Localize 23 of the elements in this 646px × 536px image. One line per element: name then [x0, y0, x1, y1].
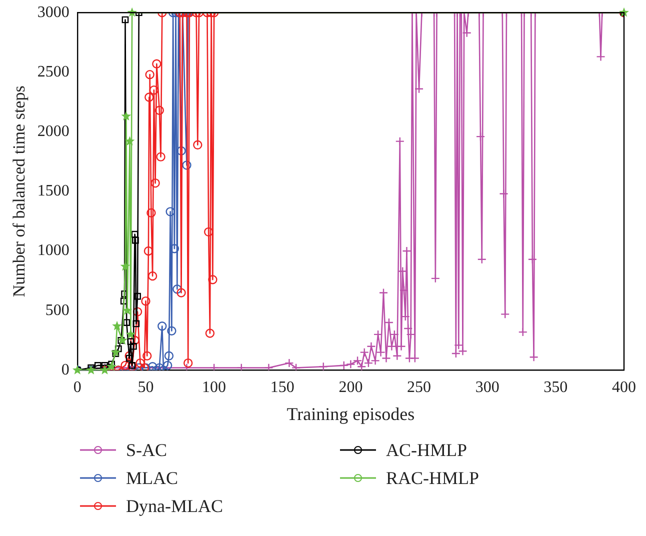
x-tick-label: 50 [138, 379, 154, 396]
x-tick-label: 300 [475, 379, 500, 396]
y-tick-label: 1000 [37, 242, 70, 260]
legend-label: RAC-HMLP [386, 468, 480, 488]
x-tick-label: 350 [544, 379, 568, 396]
x-tick-label: 100 [202, 379, 226, 396]
y-tick-label: 2000 [37, 123, 70, 140]
x-tick-label: 150 [270, 379, 294, 396]
x-tick-label: 250 [407, 379, 432, 396]
y-axis-title: Number of balanced time steps [10, 86, 29, 298]
x-tick-label: 400 [612, 379, 636, 396]
legend-label: Dyna-MLAC [126, 496, 223, 516]
x-tick-label: 200 [338, 379, 363, 396]
y-tick-label: 0 [61, 361, 70, 378]
legend-label: AC-HMLP [386, 440, 468, 460]
y-tick-label: 3000 [37, 4, 70, 21]
y-tick-label: 2500 [37, 63, 70, 80]
y-tick-label: 1500 [37, 182, 70, 200]
legend-label: MLAC [126, 468, 178, 488]
x-axis-title: Training episodes [286, 404, 415, 424]
y-tick-label: 500 [45, 302, 70, 319]
x-tick-label: 0 [73, 379, 82, 396]
legend-label: S-AC [126, 440, 168, 460]
